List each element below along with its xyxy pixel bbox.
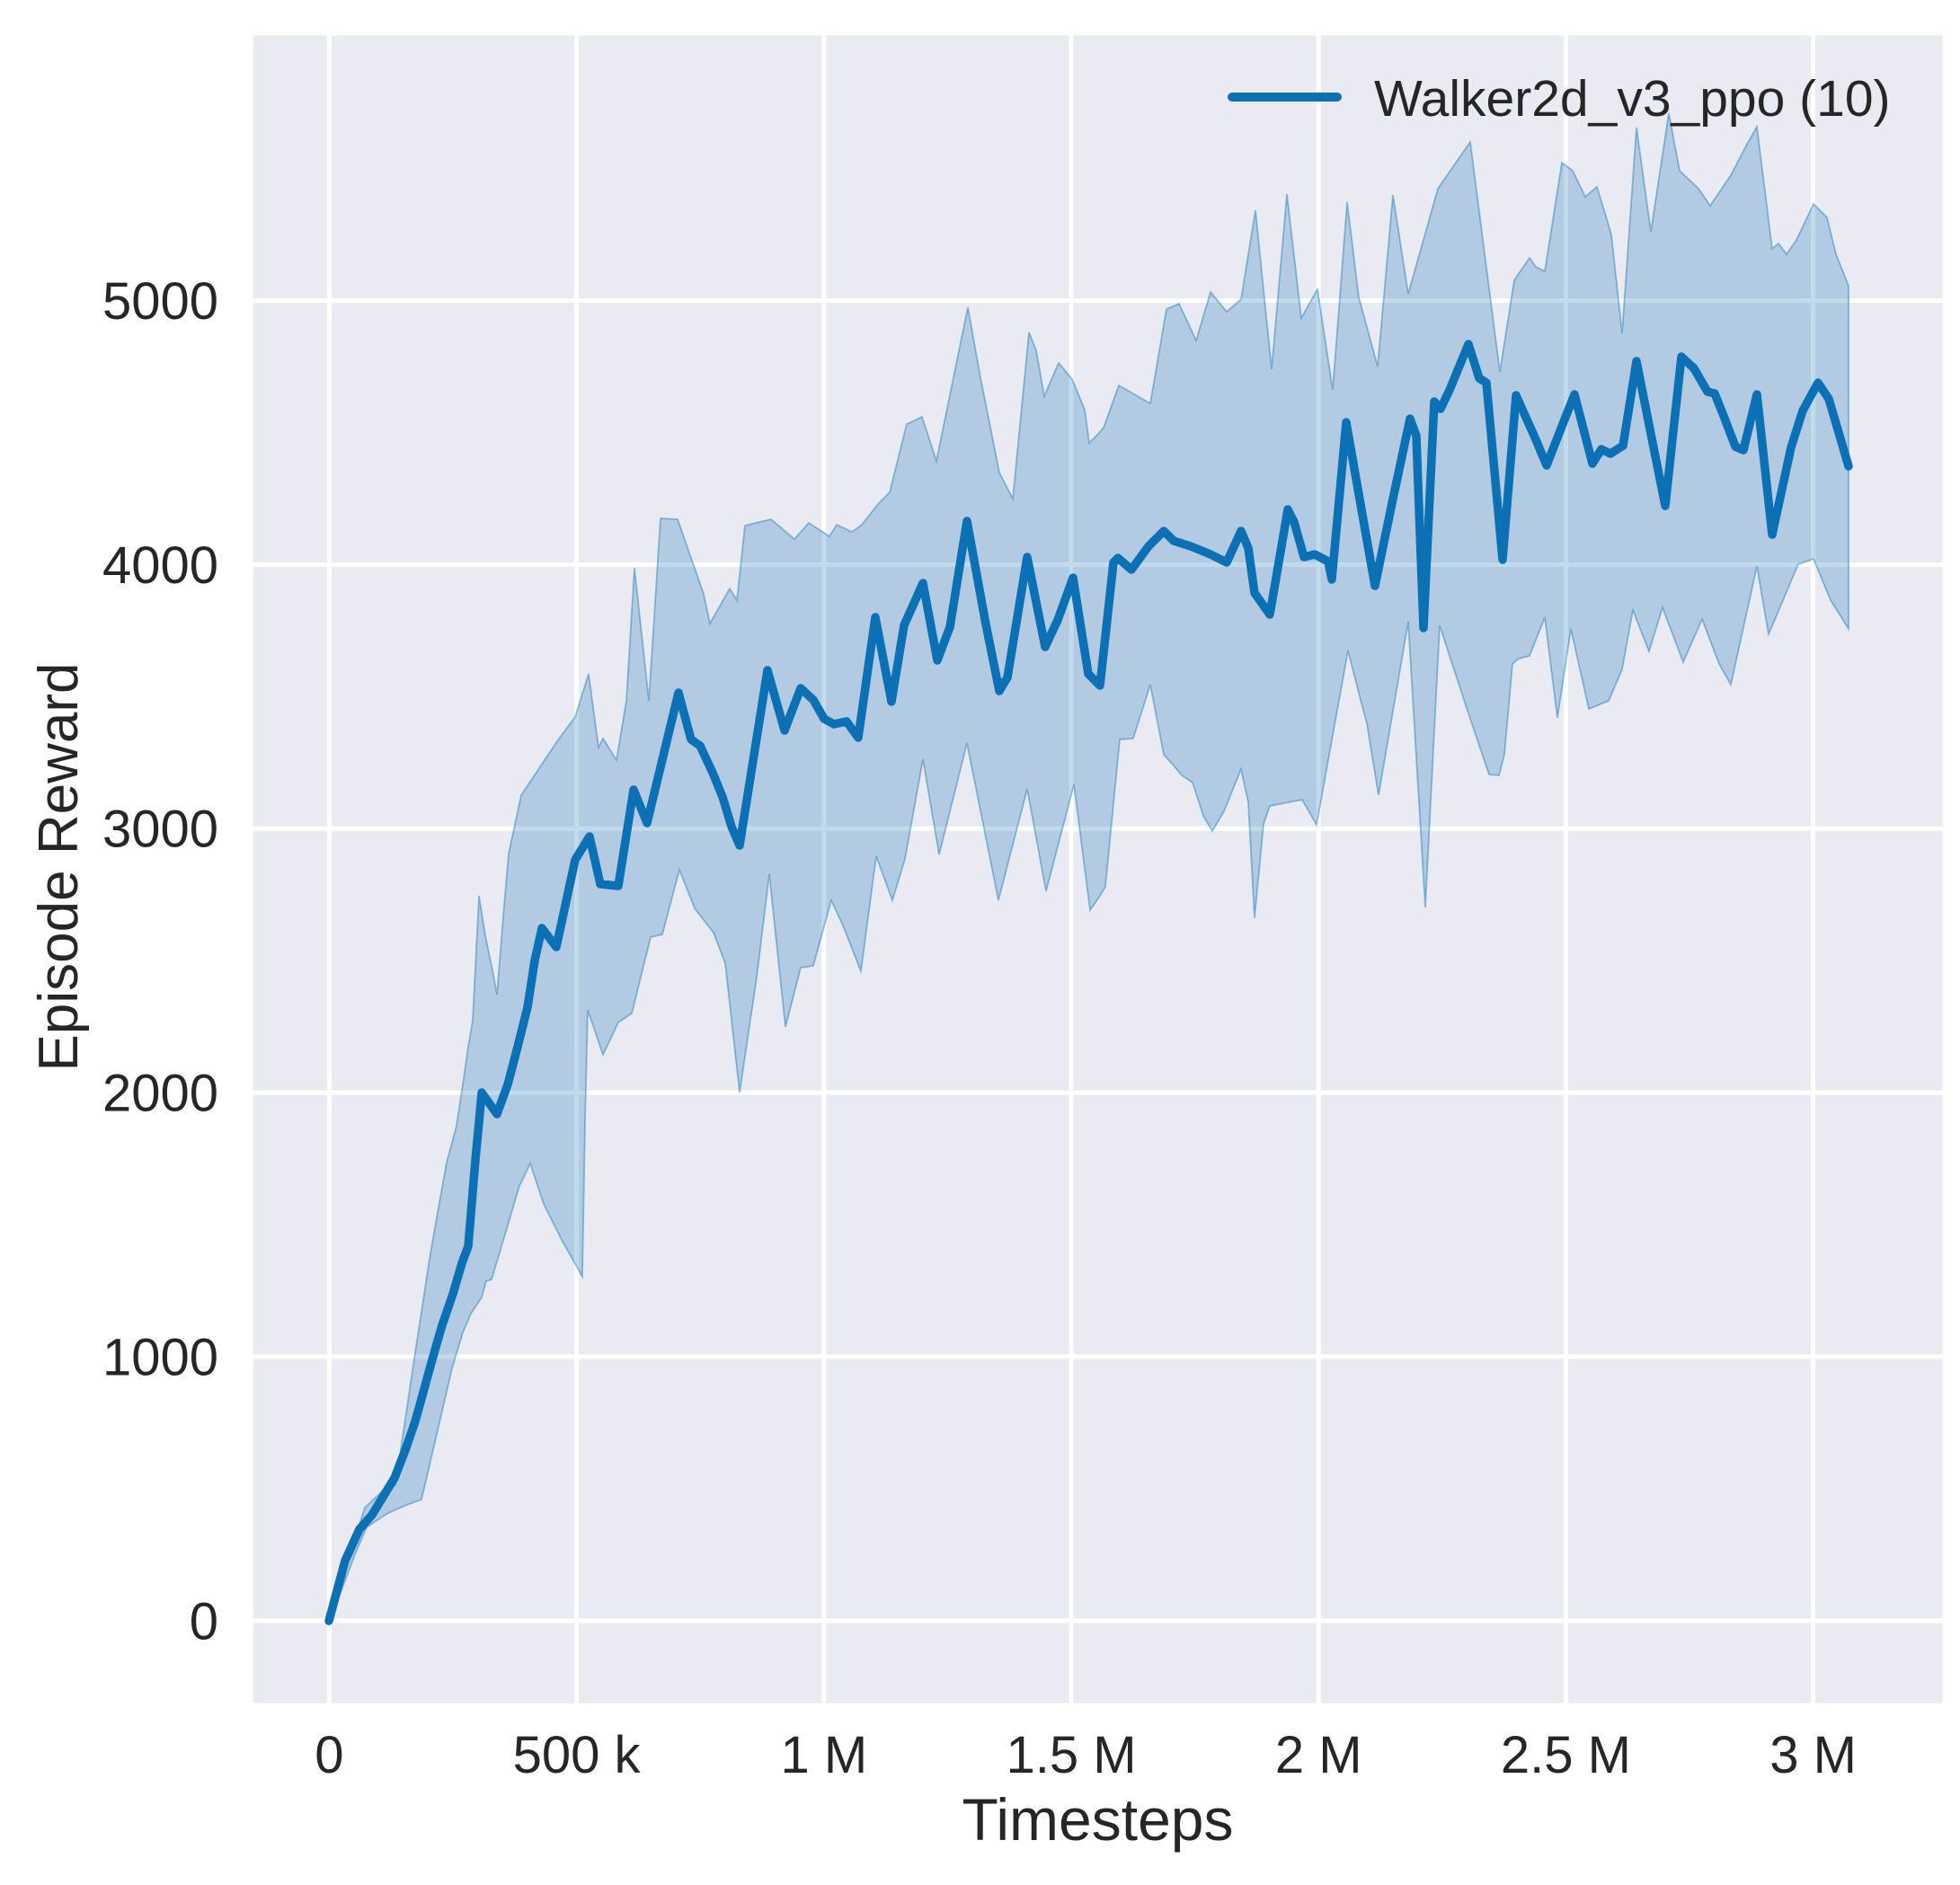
svg-text:0: 0 xyxy=(190,1592,218,1650)
svg-text:5000: 5000 xyxy=(102,272,218,331)
svg-text:1000: 1000 xyxy=(102,1328,218,1386)
svg-text:1.5 M: 1.5 M xyxy=(1006,1726,1136,1784)
svg-text:2000: 2000 xyxy=(102,1065,218,1123)
svg-text:3000: 3000 xyxy=(102,801,218,859)
svg-text:2.5 M: 2.5 M xyxy=(1501,1726,1631,1784)
svg-text:3 M: 3 M xyxy=(1769,1726,1857,1784)
svg-text:1 M: 1 M xyxy=(780,1726,867,1784)
svg-text:2 M: 2 M xyxy=(1275,1726,1362,1784)
svg-text:Timesteps: Timesteps xyxy=(962,1786,1234,1853)
svg-text:500 k: 500 k xyxy=(513,1726,642,1784)
svg-text:4000: 4000 xyxy=(102,536,218,595)
svg-text:Episode Reward: Episode Reward xyxy=(28,663,90,1072)
svg-text:0: 0 xyxy=(315,1726,343,1784)
svg-text:Walker2d_v3_ppo (10): Walker2d_v3_ppo (10) xyxy=(1374,70,1891,128)
